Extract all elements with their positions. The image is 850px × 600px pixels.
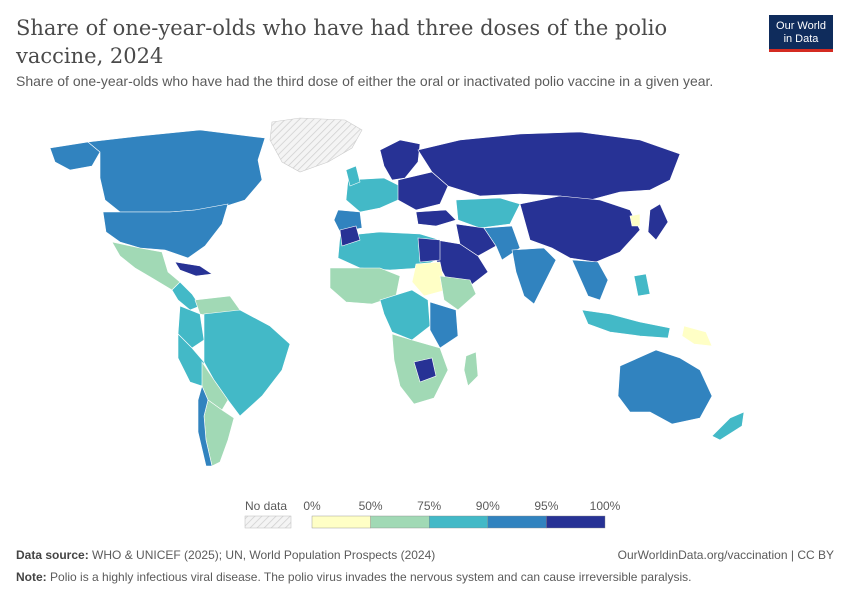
owid-logo[interactable]: Our World in Data — [769, 15, 833, 52]
legend-tick-5: 100% — [590, 499, 621, 513]
map-legend: No data 0% 50% 75% 90% 95% 100% — [244, 499, 621, 529]
legend-color-bins — [311, 515, 606, 529]
region-madagascar[interactable] — [463, 351, 479, 387]
legend-no-data-label: No data — [245, 499, 287, 513]
region-turkey[interactable] — [415, 209, 457, 227]
region-east-africa[interactable] — [429, 301, 459, 349]
legend-tick-3: 90% — [476, 499, 500, 513]
legend-bin-1[interactable] — [370, 515, 430, 529]
region-southeast-asia-mainland[interactable] — [571, 259, 609, 301]
source-label: Data source: — [16, 548, 89, 562]
legend-bin-4[interactable] — [546, 515, 606, 529]
region-central-america[interactable] — [171, 281, 201, 311]
region-indonesia[interactable] — [581, 309, 671, 339]
data-source: Data source: WHO & UNICEF (2025); UN, Wo… — [16, 548, 834, 562]
legend-bin-2[interactable] — [428, 515, 488, 529]
region-scandinavia[interactable] — [379, 139, 421, 181]
region-colombia-ecuador[interactable] — [177, 305, 205, 349]
region-zimbabwe-zambia[interactable] — [413, 357, 437, 383]
region-morocco[interactable] — [339, 225, 361, 247]
legend-tick-2: 75% — [417, 499, 441, 513]
region-caribbean[interactable] — [174, 261, 213, 277]
legend-no-data-swatch[interactable] — [244, 515, 292, 529]
region-russia[interactable] — [417, 131, 681, 201]
region-japan[interactable] — [647, 203, 669, 241]
region-usa[interactable] — [102, 203, 229, 259]
legend-tick-1: 50% — [359, 499, 383, 513]
region-horn-of-africa[interactable] — [439, 275, 477, 311]
owid-url[interactable]: OurWorldinData.org/vaccination | CC BY — [617, 548, 834, 562]
region-afghanistan-pakistan[interactable] — [483, 225, 521, 261]
chart-subtitle: Share of one-year-olds who have had the … — [16, 73, 714, 89]
note-text: Polio is a highly infectious viral disea… — [50, 570, 692, 584]
region-central-africa[interactable] — [379, 289, 431, 341]
note-label: Note: — [16, 570, 47, 584]
region-greenland[interactable] — [269, 117, 363, 173]
legend-bin-3[interactable] — [487, 515, 547, 529]
region-sudan[interactable] — [411, 261, 447, 297]
region-western-europe[interactable] — [345, 177, 401, 213]
logo-line-2: in Data — [783, 33, 819, 45]
legend-tick-0: 0% — [303, 499, 321, 513]
region-canada[interactable] — [87, 129, 266, 213]
region-korea[interactable] — [629, 213, 641, 227]
region-new-zealand[interactable] — [711, 411, 745, 441]
legend-ticks: 0% 50% 75% 90% 95% 100% — [303, 499, 620, 513]
region-philippines[interactable] — [633, 273, 651, 297]
region-china[interactable] — [519, 195, 641, 263]
chart-note: Note: Polio is a highly infectious viral… — [16, 570, 834, 584]
source-text[interactable]: WHO & UNICEF (2025); UN, World Populatio… — [92, 548, 436, 562]
region-brazil[interactable] — [203, 309, 291, 417]
region-chile[interactable] — [197, 385, 213, 467]
region-papua[interactable] — [681, 325, 713, 347]
legend-tick-4: 95% — [534, 499, 558, 513]
region-alaska[interactable] — [49, 141, 101, 171]
world-map[interactable] — [0, 100, 850, 490]
region-india[interactable] — [511, 247, 557, 305]
legend-bin-0[interactable] — [311, 515, 371, 529]
region-central-asia[interactable] — [455, 197, 521, 229]
region-egypt[interactable] — [417, 237, 441, 263]
chart-title: Share of one-year-olds who have had thre… — [16, 16, 668, 68]
region-australia[interactable] — [617, 349, 713, 425]
region-uk[interactable] — [345, 165, 361, 187]
logo-line-1: Our World — [776, 20, 826, 32]
